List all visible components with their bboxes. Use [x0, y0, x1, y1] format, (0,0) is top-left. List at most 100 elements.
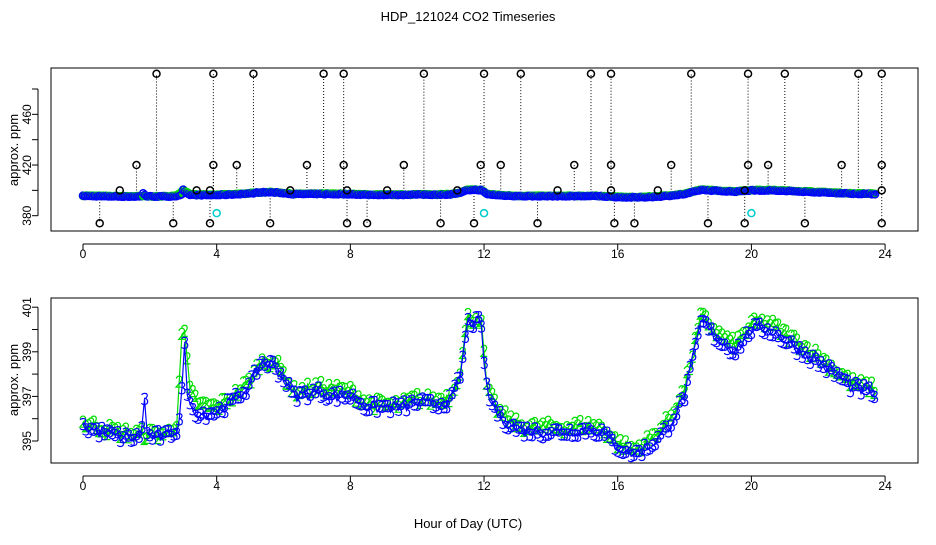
outlier-point	[606, 160, 616, 170]
series-3-marker	[483, 377, 491, 390]
outlier-point	[686, 69, 696, 79]
series-3-marker	[194, 411, 202, 425]
series-2-marker	[273, 354, 282, 368]
series-2-marker	[131, 424, 140, 437]
series-3-marker	[675, 395, 684, 408]
series-3-marker	[852, 376, 860, 390]
outlier-point	[232, 160, 241, 170]
series-3-marker	[656, 427, 665, 440]
flagged-point	[212, 208, 221, 218]
outlier-point	[419, 69, 429, 79]
series-3-marker	[544, 428, 553, 441]
outlier-point	[192, 186, 201, 195]
series-3-marker	[747, 326, 756, 340]
series-3-marker	[664, 425, 673, 438]
outlier-point	[132, 160, 141, 170]
series-2-line	[82, 312, 875, 452]
series-2-marker	[340, 382, 349, 395]
series-2-marker	[642, 430, 651, 443]
top-plot-marks	[78, 69, 886, 228]
y-tick-label: 420	[20, 155, 34, 175]
series-2-marker	[399, 392, 408, 405]
series-3-marker	[304, 392, 312, 406]
outlier-point	[877, 186, 886, 195]
outlier-point	[399, 160, 409, 170]
series-3-marker	[595, 429, 603, 442]
outlier-point	[479, 69, 489, 79]
series-2-marker	[714, 325, 723, 338]
outlier-point	[453, 186, 462, 195]
series-2-marker	[589, 419, 597, 432]
series-3-marker	[135, 430, 143, 444]
series-2-marker	[650, 427, 659, 441]
series-2-marker	[621, 435, 629, 448]
series-2-marker	[460, 324, 469, 338]
outlier-point	[533, 219, 542, 228]
series-3-marker	[477, 320, 486, 333]
series-2-marker	[337, 381, 346, 395]
outlier-point	[630, 219, 639, 228]
series-2-marker	[479, 344, 488, 357]
top-panel: 0 4 8 12 16 20 24 380 420 460 approx. ppm	[6, 67, 919, 261]
outlier-point	[743, 160, 753, 170]
series-2-marker	[359, 394, 367, 407]
series-3-marker	[812, 352, 820, 365]
series-3-marker	[459, 350, 467, 364]
series-3-marker	[870, 390, 879, 404]
series-3-marker	[242, 387, 250, 401]
series-3-marker	[108, 426, 117, 440]
y-tick-label: 401	[20, 297, 34, 317]
x-tick-label: 16	[611, 479, 625, 493]
series-2-marker	[680, 385, 688, 398]
series-2-marker	[412, 387, 421, 401]
series-2-marker	[792, 333, 801, 346]
series-2-marker	[415, 396, 424, 410]
series-3-marker	[624, 441, 633, 455]
series-3-marker	[654, 430, 662, 444]
series-3-marker	[400, 395, 408, 408]
series-3-marker	[132, 427, 141, 441]
series-2-marker	[583, 415, 592, 429]
outlier-point	[837, 160, 846, 170]
series-3-marker	[769, 328, 777, 342]
series-2-marker	[375, 393, 384, 406]
series-3-marker	[178, 382, 186, 395]
outlier-point	[653, 186, 663, 195]
series-3-marker	[365, 403, 373, 417]
series-2-marker	[212, 399, 220, 413]
outlier-point	[152, 69, 161, 79]
outlier-point	[342, 186, 352, 195]
series-3-marker	[846, 384, 855, 398]
outlier-point	[436, 219, 445, 228]
outlier-point	[302, 160, 312, 170]
series-3-marker	[84, 425, 93, 439]
top-y-axis-label: approx. ppm	[6, 114, 21, 186]
outlier-point	[205, 219, 215, 228]
series-2-marker	[404, 392, 413, 405]
series-3-marker	[197, 408, 205, 421]
series-3-marker	[830, 369, 839, 383]
series-2-marker	[110, 423, 119, 436]
series-3-marker	[405, 396, 414, 409]
series-2-marker	[749, 312, 758, 325]
series-2-marker	[570, 416, 579, 429]
series-2-marker	[500, 405, 509, 418]
series-3-marker	[250, 364, 258, 377]
series-3-marker	[686, 360, 694, 374]
outlier-point	[168, 219, 178, 228]
series-3-marker	[140, 392, 149, 406]
series-2-marker	[209, 398, 218, 411]
series-3-marker	[520, 429, 528, 442]
outlier-point	[209, 69, 218, 79]
series-2-marker	[575, 414, 584, 428]
series-3-marker	[469, 320, 478, 334]
series-2-marker	[543, 415, 552, 428]
outlier-point	[342, 219, 352, 228]
series-3-marker	[608, 433, 617, 447]
series-2-marker	[819, 352, 827, 366]
series-2-marker	[303, 377, 311, 390]
series-3-marker	[480, 356, 488, 370]
outlier-point	[339, 160, 348, 170]
series-2-marker	[663, 413, 672, 426]
